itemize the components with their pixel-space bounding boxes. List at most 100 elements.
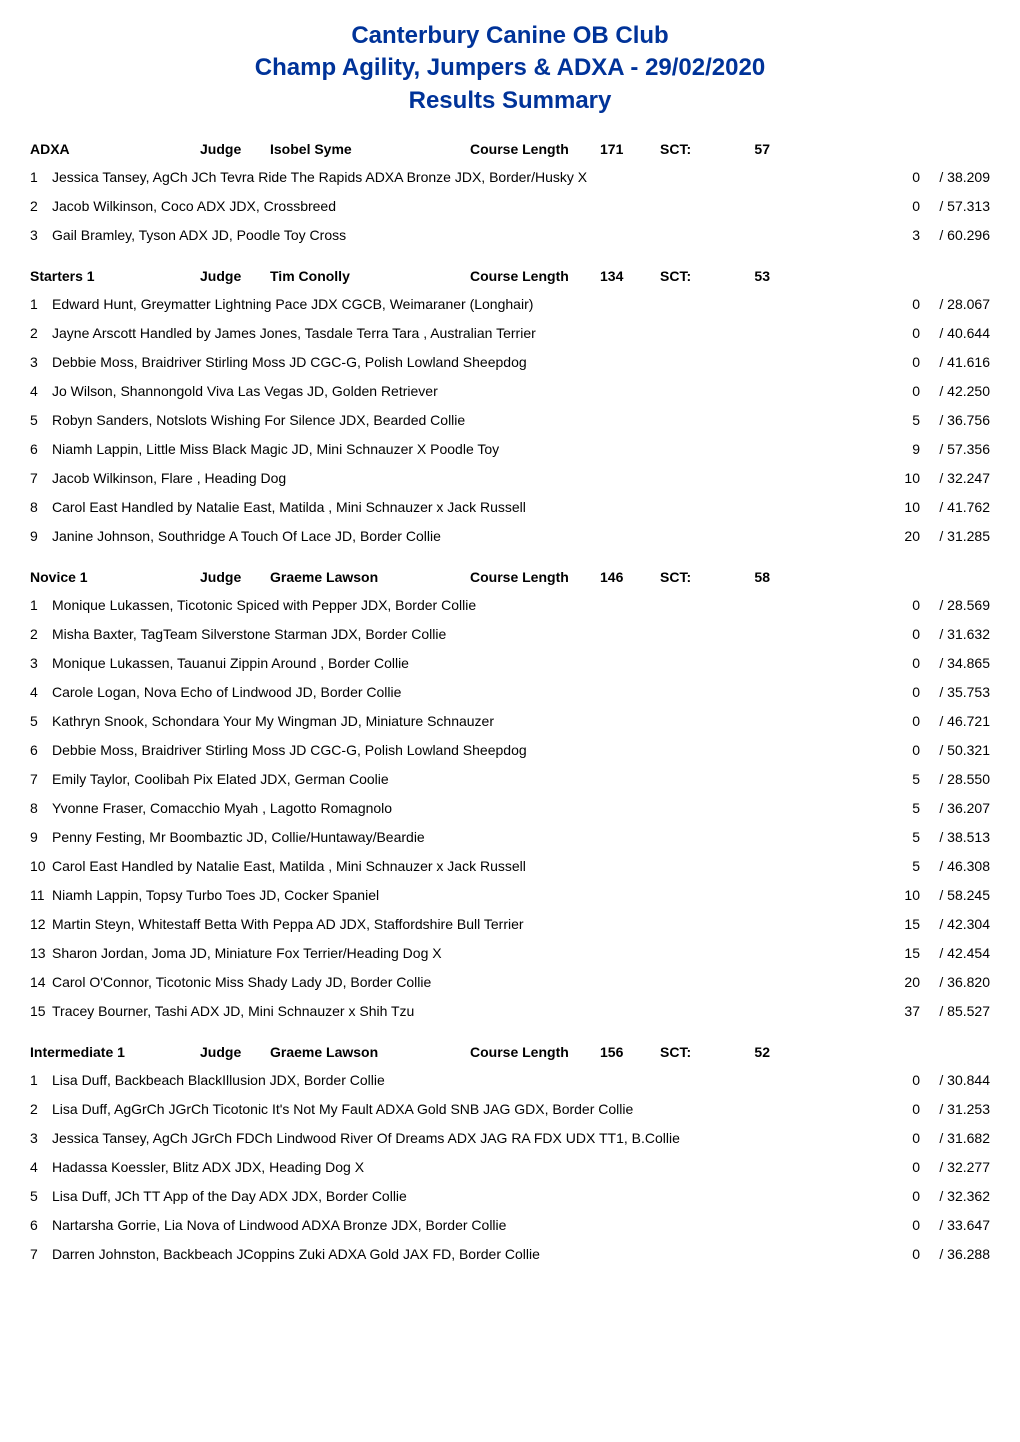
result-rank: 5 bbox=[30, 410, 52, 431]
section: Novice 1JudgeGraeme LawsonCourse Length1… bbox=[30, 565, 990, 1026]
result-time: / 32.247 bbox=[920, 468, 990, 489]
result-text: Jacob Wilkinson, Coco ADX JDX, Crossbree… bbox=[52, 196, 890, 217]
result-rank: 9 bbox=[30, 526, 52, 547]
result-time: / 57.313 bbox=[920, 196, 990, 217]
result-time: / 38.513 bbox=[920, 827, 990, 848]
sct-label: SCT: bbox=[660, 268, 720, 284]
result-text: Jacob Wilkinson, Flare , Heading Dog bbox=[52, 468, 890, 489]
result-text: Martin Steyn, Whitestaff Betta With Pepp… bbox=[52, 914, 890, 935]
result-row: 7Emily Taylor, Coolibah Pix Elated JDX, … bbox=[30, 765, 990, 794]
result-row: 1Lisa Duff, Backbeach BlackIllusion JDX,… bbox=[30, 1066, 990, 1095]
result-time: / 28.550 bbox=[920, 769, 990, 790]
result-faults: 0 bbox=[890, 595, 920, 616]
result-rank: 2 bbox=[30, 1099, 52, 1120]
result-rank: 2 bbox=[30, 196, 52, 217]
result-text: Penny Festing, Mr Boombaztic JD, Collie/… bbox=[52, 827, 890, 848]
result-row: 1Monique Lukassen, Ticotonic Spiced with… bbox=[30, 591, 990, 620]
result-rank: 15 bbox=[30, 1001, 52, 1022]
result-rank: 4 bbox=[30, 381, 52, 402]
result-faults: 20 bbox=[890, 526, 920, 547]
result-text: Jessica Tansey, AgCh JCh Tevra Ride The … bbox=[52, 167, 890, 188]
result-time: / 60.296 bbox=[920, 225, 990, 246]
result-text: Edward Hunt, Greymatter Lightning Pace J… bbox=[52, 294, 890, 315]
result-time: / 32.362 bbox=[920, 1186, 990, 1207]
result-text: Monique Lukassen, Ticotonic Spiced with … bbox=[52, 595, 890, 616]
result-faults: 15 bbox=[890, 943, 920, 964]
result-faults: 0 bbox=[890, 1186, 920, 1207]
result-row: 3Debbie Moss, Braidriver Stirling Moss J… bbox=[30, 348, 990, 377]
result-row: 13Sharon Jordan, Joma JD, Miniature Fox … bbox=[30, 939, 990, 968]
result-rank: 8 bbox=[30, 798, 52, 819]
result-rank: 6 bbox=[30, 439, 52, 460]
result-rank: 6 bbox=[30, 740, 52, 761]
result-faults: 0 bbox=[890, 352, 920, 373]
result-faults: 5 bbox=[890, 827, 920, 848]
result-text: Debbie Moss, Braidriver Stirling Moss JD… bbox=[52, 352, 890, 373]
section-name: Novice 1 bbox=[30, 569, 200, 585]
section-name: Intermediate 1 bbox=[30, 1044, 200, 1060]
section: Starters 1JudgeTim ConollyCourse Length1… bbox=[30, 264, 990, 551]
result-text: Tracey Bourner, Tashi ADX JD, Mini Schna… bbox=[52, 1001, 890, 1022]
sct-label: SCT: bbox=[660, 569, 720, 585]
course-length-value: 156 bbox=[600, 1044, 660, 1060]
result-text: Jessica Tansey, AgCh JGrCh FDCh Lindwood… bbox=[52, 1128, 890, 1149]
section-header: Novice 1JudgeGraeme LawsonCourse Length1… bbox=[30, 565, 990, 591]
result-text: Lisa Duff, Backbeach BlackIllusion JDX, … bbox=[52, 1070, 890, 1091]
result-text: Hadassa Koessler, Blitz ADX JDX, Heading… bbox=[52, 1157, 890, 1178]
judge-name: Isobel Syme bbox=[270, 141, 470, 157]
course-length-label: Course Length bbox=[470, 1044, 600, 1060]
result-row: 1Jessica Tansey, AgCh JCh Tevra Ride The… bbox=[30, 163, 990, 192]
result-row: 11Niamh Lappin, Topsy Turbo Toes JD, Coc… bbox=[30, 881, 990, 910]
result-time: / 31.285 bbox=[920, 526, 990, 547]
result-faults: 3 bbox=[890, 225, 920, 246]
result-time: / 50.321 bbox=[920, 740, 990, 761]
result-rank: 7 bbox=[30, 1244, 52, 1265]
result-faults: 0 bbox=[890, 1070, 920, 1091]
result-faults: 0 bbox=[890, 1128, 920, 1149]
result-time: / 46.721 bbox=[920, 711, 990, 732]
result-faults: 20 bbox=[890, 972, 920, 993]
result-rank: 1 bbox=[30, 595, 52, 616]
result-rank: 4 bbox=[30, 1157, 52, 1178]
result-rank: 5 bbox=[30, 711, 52, 732]
result-faults: 5 bbox=[890, 410, 920, 431]
course-length-value: 146 bbox=[600, 569, 660, 585]
result-time: / 58.245 bbox=[920, 885, 990, 906]
result-time: / 38.209 bbox=[920, 167, 990, 188]
result-row: 1Edward Hunt, Greymatter Lightning Pace … bbox=[30, 290, 990, 319]
result-text: Robyn Sanders, Notslots Wishing For Sile… bbox=[52, 410, 890, 431]
result-row: 8Yvonne Fraser, Comacchio Myah , Lagotto… bbox=[30, 794, 990, 823]
result-faults: 10 bbox=[890, 497, 920, 518]
section-header: Starters 1JudgeTim ConollyCourse Length1… bbox=[30, 264, 990, 290]
result-row: 9Penny Festing, Mr Boombaztic JD, Collie… bbox=[30, 823, 990, 852]
result-rank: 4 bbox=[30, 682, 52, 703]
section: Intermediate 1JudgeGraeme LawsonCourse L… bbox=[30, 1040, 990, 1269]
result-text: Emily Taylor, Coolibah Pix Elated JDX, G… bbox=[52, 769, 890, 790]
result-faults: 0 bbox=[890, 196, 920, 217]
result-text: Carole Logan, Nova Echo of Lindwood JD, … bbox=[52, 682, 890, 703]
result-text: Niamh Lappin, Little Miss Black Magic JD… bbox=[52, 439, 890, 460]
result-row: 7Darren Johnston, Backbeach JCoppins Zuk… bbox=[30, 1240, 990, 1269]
result-text: Lisa Duff, JCh TT App of the Day ADX JDX… bbox=[52, 1186, 890, 1207]
result-text: Monique Lukassen, Tauanui Zippin Around … bbox=[52, 653, 890, 674]
result-text: Carol O'Connor, Ticotonic Miss Shady Lad… bbox=[52, 972, 890, 993]
result-row: 4Hadassa Koessler, Blitz ADX JDX, Headin… bbox=[30, 1153, 990, 1182]
result-text: Niamh Lappin, Topsy Turbo Toes JD, Cocke… bbox=[52, 885, 890, 906]
result-time: / 41.762 bbox=[920, 497, 990, 518]
result-rank: 1 bbox=[30, 167, 52, 188]
result-row: 4Carole Logan, Nova Echo of Lindwood JD,… bbox=[30, 678, 990, 707]
result-text: Gail Bramley, Tyson ADX JD, Poodle Toy C… bbox=[52, 225, 890, 246]
result-time: / 36.820 bbox=[920, 972, 990, 993]
result-faults: 0 bbox=[890, 1215, 920, 1236]
result-time: / 34.865 bbox=[920, 653, 990, 674]
result-row: 6Debbie Moss, Braidriver Stirling Moss J… bbox=[30, 736, 990, 765]
course-length-value: 171 bbox=[600, 141, 660, 157]
result-text: Jayne Arscott Handled by James Jones, Ta… bbox=[52, 323, 890, 344]
result-row: 7Jacob Wilkinson, Flare , Heading Dog10/… bbox=[30, 464, 990, 493]
judge-name: Graeme Lawson bbox=[270, 1044, 470, 1060]
course-length-value: 134 bbox=[600, 268, 660, 284]
sct-value: 53 bbox=[720, 268, 770, 284]
result-time: / 57.356 bbox=[920, 439, 990, 460]
result-rank: 3 bbox=[30, 225, 52, 246]
result-text: Debbie Moss, Braidriver Stirling Moss JD… bbox=[52, 740, 890, 761]
